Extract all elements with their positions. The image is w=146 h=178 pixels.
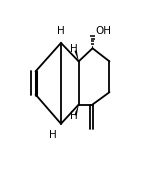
- Text: H: H: [70, 111, 78, 121]
- Text: H: H: [57, 26, 65, 36]
- Polygon shape: [74, 104, 79, 116]
- Text: H: H: [70, 44, 78, 54]
- Text: H: H: [49, 130, 57, 140]
- Text: OH: OH: [95, 26, 111, 36]
- Polygon shape: [74, 50, 79, 61]
